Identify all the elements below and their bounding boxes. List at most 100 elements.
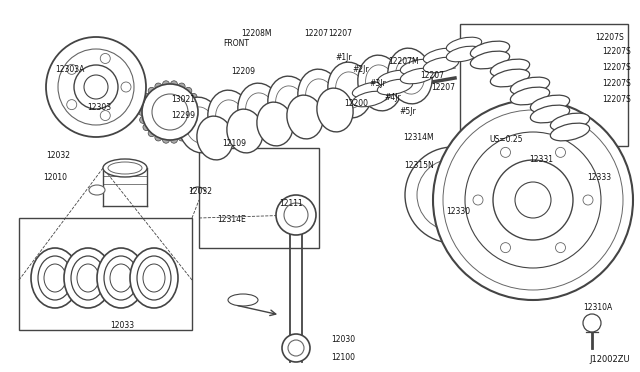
Ellipse shape: [470, 41, 509, 59]
Ellipse shape: [510, 77, 550, 95]
Circle shape: [178, 83, 185, 90]
Ellipse shape: [423, 48, 459, 64]
Circle shape: [456, 259, 463, 265]
Ellipse shape: [38, 256, 72, 300]
Ellipse shape: [510, 87, 550, 105]
Circle shape: [625, 180, 630, 186]
Circle shape: [613, 245, 619, 251]
Circle shape: [163, 81, 170, 88]
Text: 12109: 12109: [222, 138, 246, 148]
Circle shape: [451, 142, 458, 148]
Circle shape: [435, 214, 442, 220]
Text: 12032: 12032: [188, 187, 212, 196]
Ellipse shape: [64, 248, 112, 308]
Circle shape: [163, 136, 170, 143]
Text: 12314M: 12314M: [404, 134, 435, 142]
Ellipse shape: [44, 264, 66, 292]
Circle shape: [143, 124, 150, 131]
Circle shape: [500, 147, 511, 157]
Circle shape: [276, 195, 316, 235]
Ellipse shape: [531, 95, 570, 113]
Circle shape: [515, 182, 551, 218]
Ellipse shape: [89, 185, 105, 195]
Text: 12111: 12111: [279, 199, 303, 208]
Circle shape: [434, 197, 440, 203]
Text: 13021: 13021: [171, 96, 195, 105]
Text: #5Jr: #5Jr: [399, 108, 417, 116]
Circle shape: [193, 116, 200, 124]
Ellipse shape: [446, 46, 482, 62]
Circle shape: [555, 290, 561, 296]
Circle shape: [417, 159, 489, 231]
Circle shape: [530, 101, 536, 107]
Ellipse shape: [401, 59, 436, 75]
Circle shape: [178, 134, 185, 141]
Circle shape: [538, 101, 545, 108]
Bar: [460, 24, 628, 146]
Text: 12207S: 12207S: [596, 33, 625, 42]
Circle shape: [433, 100, 633, 300]
Circle shape: [538, 293, 545, 299]
Circle shape: [604, 259, 609, 265]
Ellipse shape: [197, 116, 233, 160]
Text: US=0.25: US=0.25: [489, 135, 523, 144]
Circle shape: [447, 245, 453, 251]
Text: 12208M: 12208M: [241, 29, 271, 38]
Circle shape: [604, 135, 609, 141]
Circle shape: [522, 101, 527, 108]
Circle shape: [556, 243, 566, 253]
Circle shape: [190, 124, 197, 131]
Circle shape: [443, 110, 623, 290]
Circle shape: [585, 276, 591, 282]
Circle shape: [447, 149, 453, 155]
Text: 12207S: 12207S: [603, 94, 632, 103]
Circle shape: [451, 252, 458, 258]
Circle shape: [74, 65, 118, 109]
Circle shape: [563, 107, 569, 113]
Circle shape: [67, 64, 77, 74]
Circle shape: [152, 94, 188, 130]
Circle shape: [626, 189, 632, 195]
Text: #1Jr: #1Jr: [336, 54, 352, 62]
Text: 12033: 12033: [110, 321, 134, 330]
Text: #3Jr: #3Jr: [370, 80, 387, 89]
Circle shape: [142, 84, 198, 140]
Ellipse shape: [104, 256, 138, 300]
Circle shape: [155, 83, 162, 90]
Circle shape: [592, 124, 598, 129]
Ellipse shape: [110, 264, 132, 292]
Ellipse shape: [130, 248, 178, 308]
Circle shape: [170, 81, 177, 88]
Ellipse shape: [246, 93, 275, 129]
Ellipse shape: [287, 95, 323, 139]
Bar: [199, 148, 319, 248]
Ellipse shape: [378, 79, 413, 95]
Ellipse shape: [178, 97, 222, 153]
Ellipse shape: [216, 100, 244, 136]
Circle shape: [625, 214, 630, 220]
Ellipse shape: [446, 37, 482, 53]
Circle shape: [140, 116, 147, 124]
Circle shape: [547, 292, 553, 298]
Circle shape: [465, 132, 601, 268]
Ellipse shape: [208, 90, 252, 146]
Ellipse shape: [470, 51, 509, 69]
Circle shape: [437, 172, 444, 178]
Circle shape: [100, 54, 110, 64]
Circle shape: [609, 252, 614, 258]
Text: 12207S: 12207S: [603, 78, 632, 87]
Text: 12310A: 12310A: [584, 304, 612, 312]
Circle shape: [626, 205, 632, 211]
Text: 12010: 12010: [43, 173, 67, 183]
Ellipse shape: [257, 102, 293, 146]
Text: 12315N: 12315N: [404, 160, 434, 170]
Text: 12032: 12032: [46, 151, 70, 160]
Text: 12314E: 12314E: [218, 215, 246, 224]
Text: 12331: 12331: [529, 155, 553, 164]
Circle shape: [58, 49, 134, 125]
Circle shape: [155, 134, 162, 141]
Circle shape: [585, 118, 591, 124]
Ellipse shape: [550, 113, 589, 131]
Circle shape: [555, 104, 561, 110]
Ellipse shape: [335, 72, 364, 108]
